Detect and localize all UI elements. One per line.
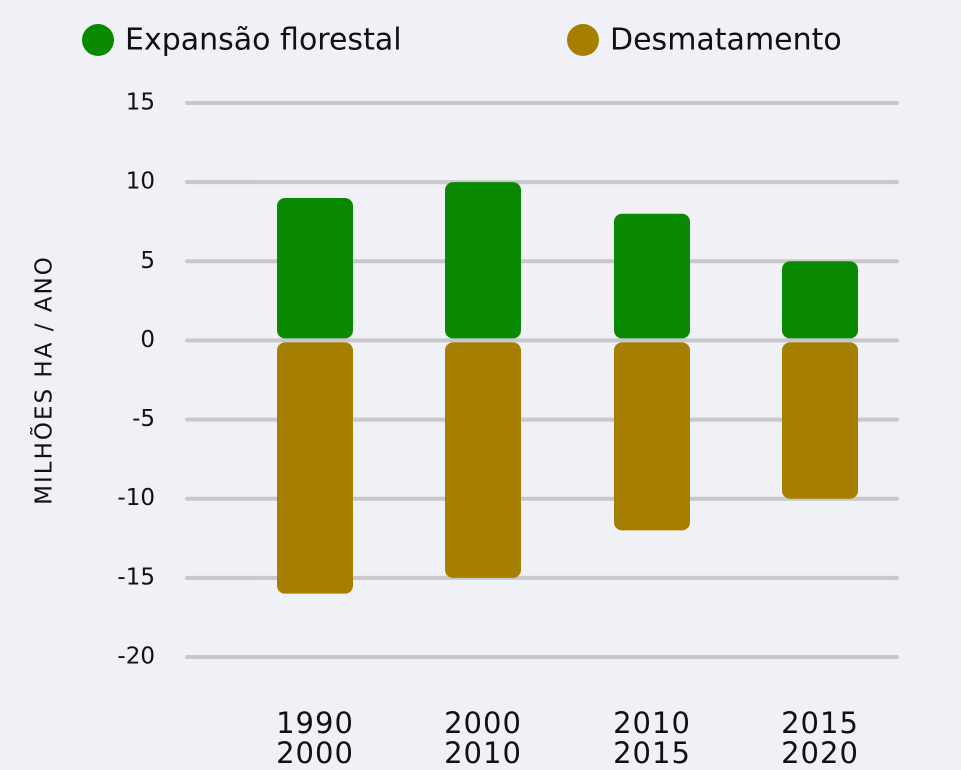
x-tick-label: 2000 xyxy=(444,706,522,740)
x-tick-label: 2015 xyxy=(781,706,859,740)
y-tick-label: -20 xyxy=(117,644,155,670)
bar xyxy=(445,182,521,339)
y-tick-label: -5 xyxy=(132,406,155,432)
bar xyxy=(277,342,353,594)
y-tick-label: 5 xyxy=(140,248,155,274)
x-tick-label: 2015 xyxy=(613,736,691,770)
bar xyxy=(277,197,353,339)
bar xyxy=(614,213,690,339)
y-tick-label: -15 xyxy=(117,564,155,590)
legend-swatch xyxy=(82,24,114,56)
legend-label: Expansão florestal xyxy=(125,23,402,58)
y-axis-label: MILHÕES HA / ANO xyxy=(29,255,58,505)
bar xyxy=(782,261,858,339)
x-tick-label: 2010 xyxy=(613,706,691,740)
y-tick-label: 15 xyxy=(126,90,155,116)
y-tick-label: -10 xyxy=(117,485,155,511)
y-tick-label: 0 xyxy=(140,327,155,353)
bar xyxy=(614,342,690,531)
x-tick-label: 2020 xyxy=(781,736,859,770)
x-tick-label: 2000 xyxy=(276,736,354,770)
legend-label: Desmatamento xyxy=(610,23,842,58)
bar xyxy=(445,342,521,578)
legend-swatch xyxy=(567,24,599,56)
x-tick-label: 1990 xyxy=(276,706,354,740)
bar xyxy=(782,342,858,499)
y-tick-label: 10 xyxy=(126,169,155,195)
x-tick-label: 2010 xyxy=(444,736,522,770)
